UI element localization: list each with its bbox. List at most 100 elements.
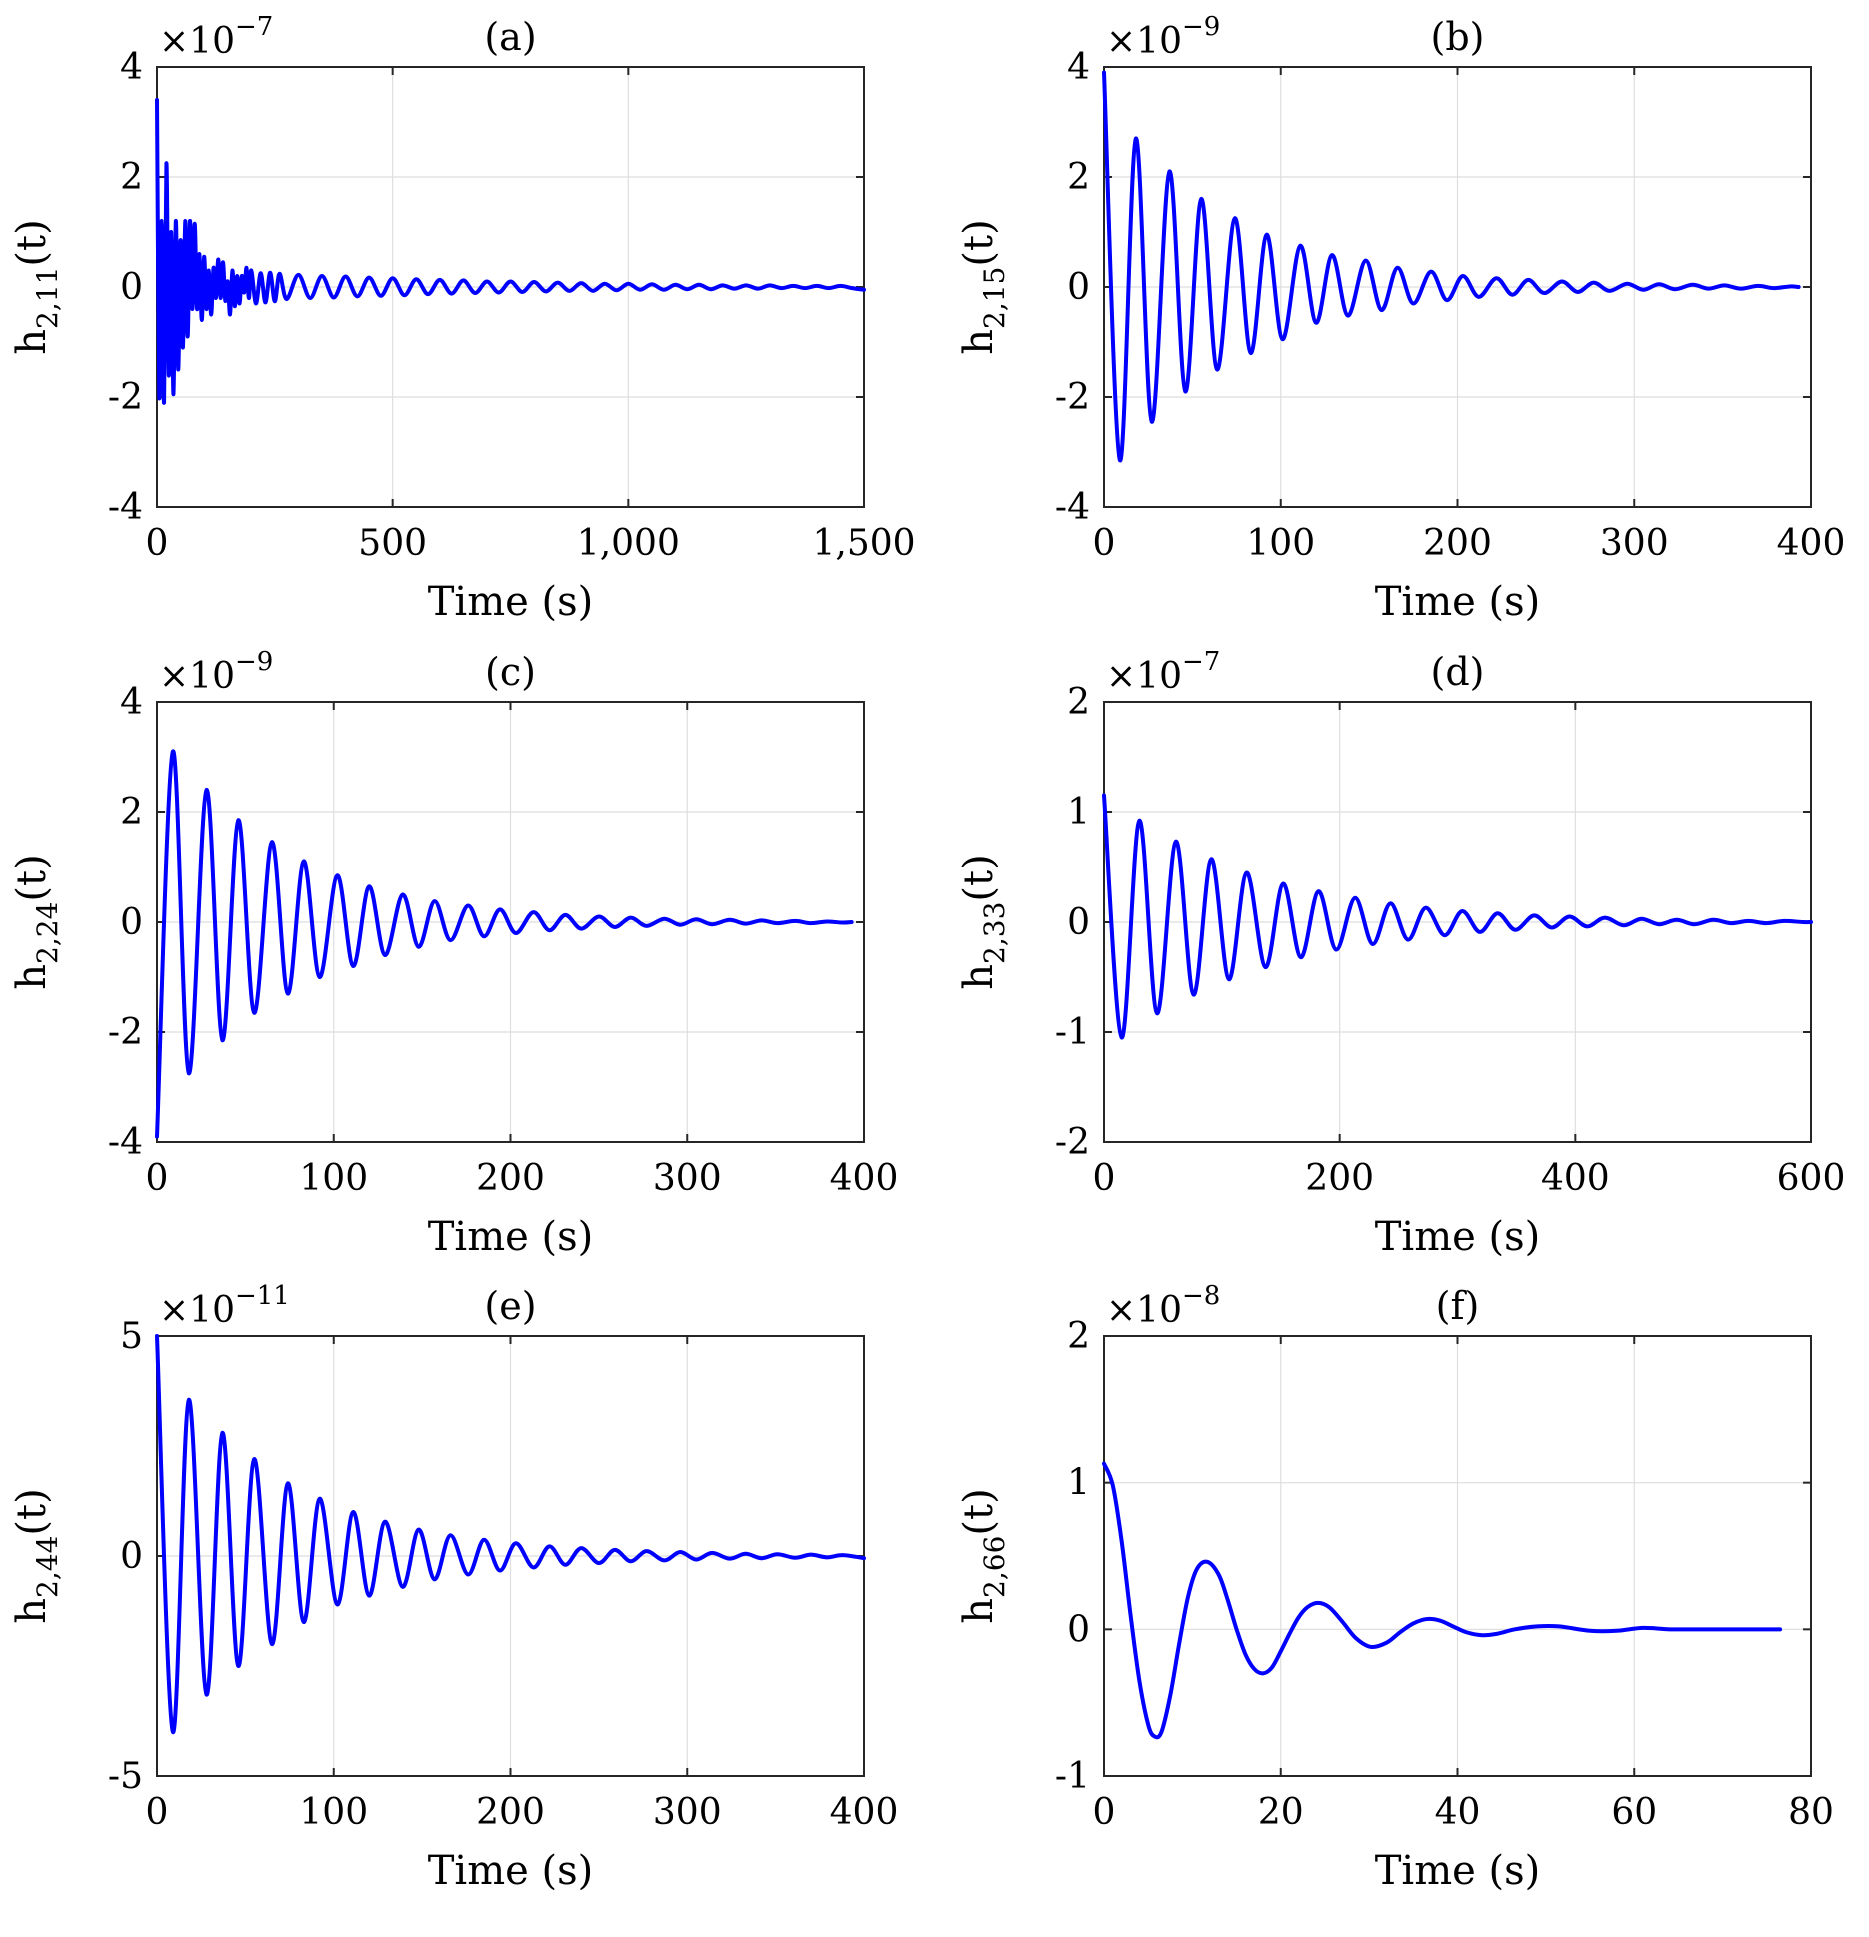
y-label-main: h	[956, 964, 1002, 990]
y-tick-label: 2	[1067, 157, 1090, 198]
chart-title: (b)	[1431, 15, 1485, 59]
x-tick-label: 400	[1541, 1158, 1610, 1199]
x-tick-label: 100	[299, 1792, 368, 1833]
x-tick-label: 400	[830, 1158, 899, 1199]
x-axis-label: Time (s)	[1375, 1214, 1541, 1260]
chart-panel-b: 0 100 200 300 400 -4 -2 0 2 4 ×10−9 (b) Time (s) h2,1…	[956, 12, 1845, 625]
y-tick-label: 1	[1067, 792, 1090, 833]
series-line	[155, 98, 866, 405]
y-tick-label: 2	[1067, 682, 1090, 723]
exponent-power: −11	[235, 1281, 290, 1311]
y-label-subscript: 2,24	[31, 902, 64, 964]
y-label-subscript: 2,66	[978, 1536, 1011, 1598]
y-label-main: h	[956, 329, 1002, 355]
chart-panel-a: 0 500 1,000 1,500 -4 -2 0 2 4 ×10−7 (a) Time (s) h2,…	[9, 12, 916, 625]
x-tick-label: 0	[1093, 523, 1116, 564]
x-axis-label: Time (s)	[428, 579, 594, 625]
exponent-label: ×10−8	[1106, 1281, 1220, 1331]
y-axis-label: h2,66(t)	[956, 1488, 1011, 1623]
y-label-tail: (t)	[956, 854, 1002, 901]
y-tick-label: 0	[120, 267, 143, 308]
x-axis-label: Time (s)	[1375, 1848, 1541, 1894]
exponent-power: −9	[1182, 12, 1220, 42]
y-tick-label: -1	[1055, 1756, 1090, 1797]
y-axis-label: h2,15(t)	[956, 219, 1011, 354]
y-tick-label: 0	[120, 902, 143, 943]
y-tick-label: -2	[108, 1012, 143, 1053]
y-tick-label: 4	[120, 682, 143, 723]
x-axis-label: Time (s)	[1375, 579, 1541, 625]
y-label-tail: (t)	[956, 219, 1002, 266]
y-label-tail: (t)	[9, 1488, 55, 1535]
y-label-subscript: 2,15	[978, 267, 1011, 329]
series-line	[1102, 70, 1801, 463]
y-tick-label: 0	[1067, 1609, 1090, 1650]
chart-title: (e)	[484, 1284, 536, 1328]
exponent-base: ×10	[159, 21, 235, 62]
x-tick-label: 600	[1777, 1158, 1846, 1199]
y-label-tail: (t)	[9, 219, 55, 266]
series-line	[1102, 793, 1813, 1040]
y-axis-label: h2,24(t)	[9, 854, 64, 989]
x-axis-label: Time (s)	[428, 1848, 594, 1894]
y-tick-label: 0	[1067, 902, 1090, 943]
x-tick-label: 60	[1611, 1792, 1657, 1833]
exponent-base: ×10	[1106, 656, 1182, 697]
y-tick-label: 5	[120, 1316, 143, 1357]
y-tick-label: -2	[108, 377, 143, 418]
y-tick-label: -2	[1055, 1122, 1090, 1163]
y-tick-label: -2	[1055, 377, 1090, 418]
x-tick-label: 80	[1788, 1792, 1834, 1833]
x-tick-label: 200	[1423, 523, 1492, 564]
y-label-tail: (t)	[9, 854, 55, 901]
x-tick-label: 0	[1093, 1158, 1116, 1199]
x-tick-label: 40	[1435, 1792, 1481, 1833]
exponent-base: ×10	[1106, 1290, 1182, 1331]
x-tick-label: 1,000	[577, 523, 680, 564]
y-label-main: h	[9, 329, 55, 355]
exponent-power: −7	[1182, 647, 1220, 677]
y-tick-label: 0	[1067, 267, 1090, 308]
y-label-subscript: 2,11	[31, 267, 64, 329]
exponent-label: ×10−9	[159, 647, 273, 697]
series-line	[1102, 1461, 1783, 1740]
exponent-label: ×10−9	[1106, 12, 1220, 62]
x-tick-label: 100	[1246, 523, 1315, 564]
chart-title: (f)	[1436, 1284, 1480, 1328]
exponent-power: −9	[235, 647, 273, 677]
x-tick-label: 200	[476, 1792, 545, 1833]
y-tick-label: 2	[120, 792, 143, 833]
x-tick-label: 0	[146, 1158, 169, 1199]
y-tick-label: 4	[120, 47, 143, 88]
chart-panel-d: 0 200 400 600 -2 -1 0 1 2 ×10−7 (d) Time (s) h2,33(t…	[956, 647, 1845, 1260]
y-tick-label: 2	[120, 157, 143, 198]
y-label-main: h	[956, 1598, 1002, 1624]
y-tick-label: -4	[108, 1122, 143, 1163]
exponent-power: −7	[235, 12, 273, 42]
exponent-label: ×10−7	[159, 12, 273, 62]
y-label-subscript: 2,33	[978, 902, 1011, 964]
exponent-label: ×10−7	[1106, 647, 1220, 697]
x-tick-label: 300	[653, 1792, 722, 1833]
exponent-base: ×10	[159, 656, 235, 697]
y-axis-label: h2,44(t)	[9, 1488, 64, 1623]
y-tick-label: 4	[1067, 47, 1090, 88]
x-tick-label: 0	[146, 1792, 169, 1833]
y-axis-label: h2,11(t)	[9, 219, 64, 354]
x-tick-label: 20	[1258, 1792, 1304, 1833]
y-label-tail: (t)	[956, 1488, 1002, 1535]
x-tick-label: 200	[1305, 1158, 1374, 1199]
y-tick-label: -1	[1055, 1012, 1090, 1053]
chart-title: (a)	[484, 15, 536, 59]
y-tick-label: 0	[120, 1536, 143, 1577]
exponent-base: ×10	[159, 1290, 235, 1331]
x-tick-label: 0	[146, 523, 169, 564]
y-axis-label: h2,33(t)	[956, 854, 1011, 989]
y-tick-label: -4	[1055, 487, 1090, 528]
x-tick-label: 300	[653, 1158, 722, 1199]
y-tick-label: -5	[108, 1756, 143, 1797]
y-tick-label: 2	[1067, 1316, 1090, 1357]
exponent-label: ×10−11	[159, 1281, 290, 1331]
x-tick-label: 100	[299, 1158, 368, 1199]
